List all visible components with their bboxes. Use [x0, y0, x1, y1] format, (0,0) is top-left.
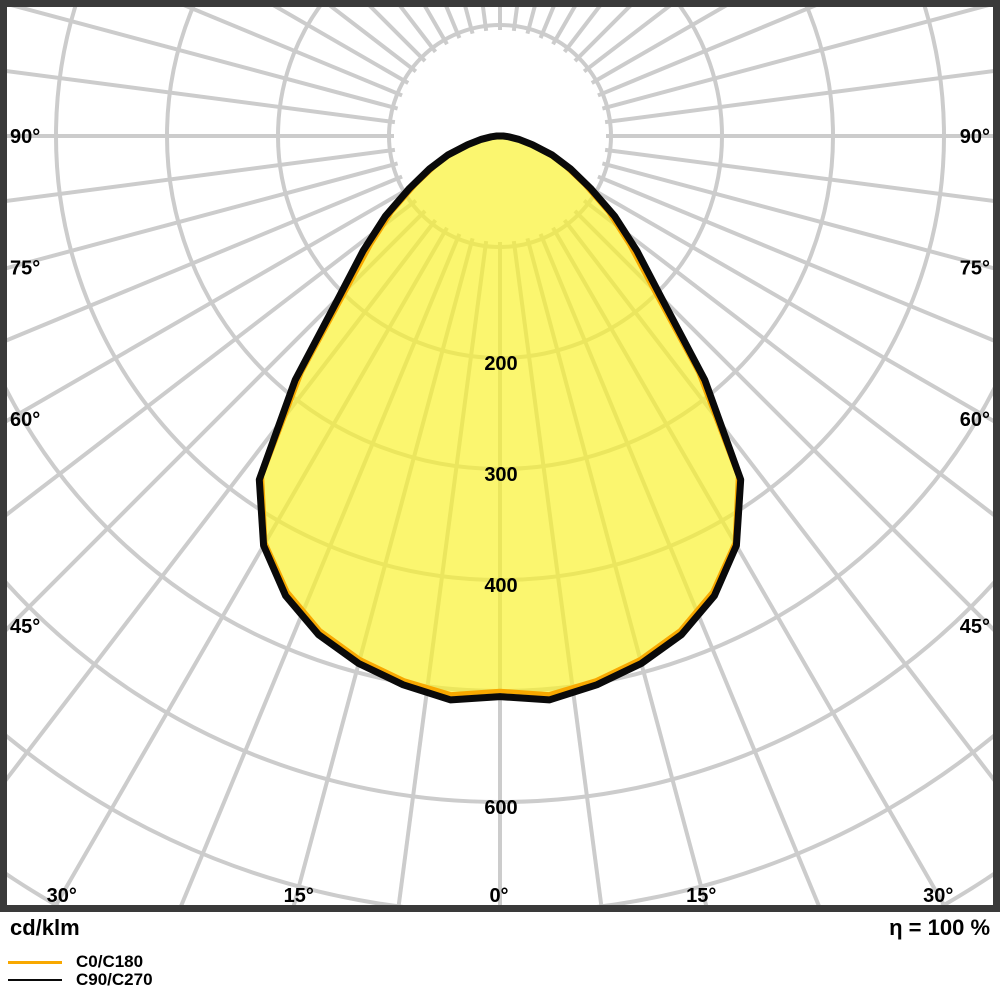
angle-label-left-60: 60°	[10, 409, 40, 431]
angle-label-left-45: 45°	[10, 616, 40, 638]
radial-tick-label-200: 200	[484, 353, 517, 375]
legend-swatch-c90-c270-line	[8, 978, 62, 982]
legend-item-c90-c270: C90/C270	[8, 971, 153, 989]
plot-border	[0, 0, 1000, 912]
legend: C0/C180 C90/C270	[8, 953, 153, 989]
angle-label-left-75: 75°	[10, 257, 40, 279]
angle-label-right-90: 90°	[960, 126, 990, 148]
legend-label-c0-c180: C0/C180	[76, 952, 144, 971]
angle-label-bottom-left-15: 15°	[284, 885, 314, 907]
angle-label-bottom-0: 0°	[489, 885, 508, 907]
angle-label-right-60: 60°	[960, 409, 990, 431]
angle-label-right-45: 45°	[960, 616, 990, 638]
radial-tick-label-400: 400	[484, 575, 517, 597]
angle-label-left-90: 90°	[10, 126, 40, 148]
radial-tick-label-300: 300	[484, 464, 517, 486]
angle-label-bottom-left-30: 30°	[47, 885, 77, 907]
polar-chart-area: 200 300 400 600 90° 90° 75° 75° 60° 60° 45° 45° 30° 3…	[0, 0, 1000, 912]
legend-item-c0-c180: C0/C180	[8, 953, 153, 971]
angle-label-bottom-right-15: 15°	[686, 885, 716, 907]
legend-swatch-c0-c180-line	[8, 960, 62, 964]
angle-label-bottom-right-30: 30°	[923, 885, 953, 907]
curve-c90-c270	[255, 132, 745, 704]
unit-label: cd/klm	[10, 915, 80, 940]
efficiency-label: η = 100 %	[889, 915, 990, 940]
curve-fill-c0-c180	[261, 136, 739, 695]
legend-label-c90-c270: C90/C270	[76, 970, 153, 989]
polar-grid	[7, 7, 993, 905]
angle-label-right-75: 75°	[960, 257, 990, 279]
polar-intensity-chart: 200 300 400 600 90° 90° 75° 75° 60° 60° 45° 45° 30° 3…	[0, 0, 1000, 912]
radial-tick-label-600: 600	[484, 797, 517, 819]
